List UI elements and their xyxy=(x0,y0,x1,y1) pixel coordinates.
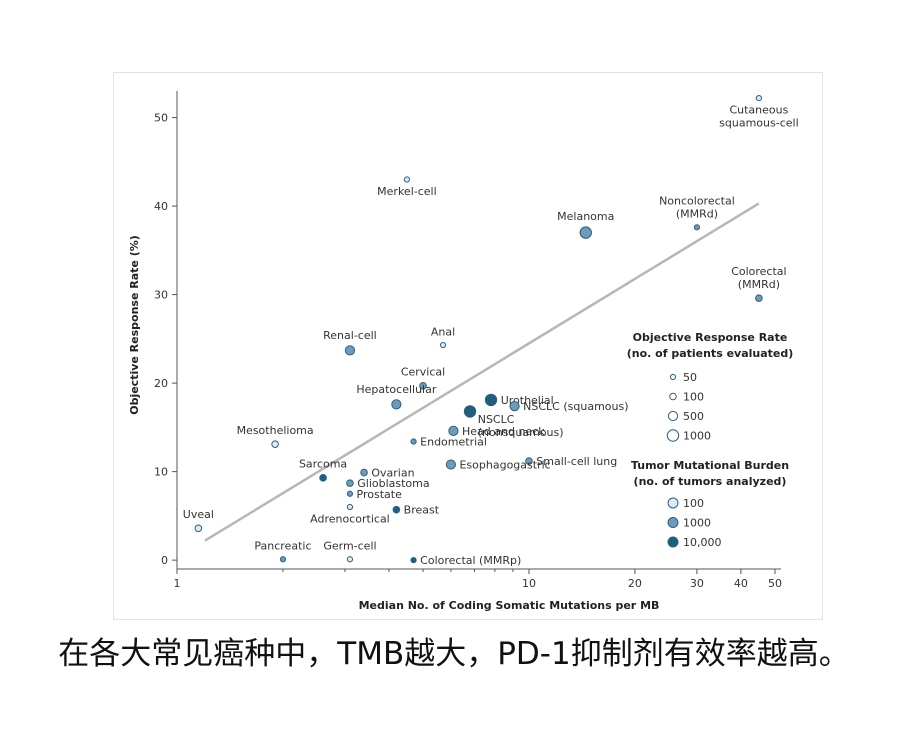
legend-size-swatch xyxy=(666,429,680,442)
data-point xyxy=(391,399,402,410)
data-point xyxy=(463,405,477,418)
point-label: Melanoma xyxy=(557,210,614,223)
data-point xyxy=(445,459,456,470)
point-label: Small-cell lung xyxy=(536,455,617,468)
data-point xyxy=(360,468,368,477)
x-axis-title: Median No. of Coding Somatic Mutations p… xyxy=(359,599,660,612)
x-tick-label: 20 xyxy=(628,577,642,590)
point-label: Colorectal xyxy=(731,265,786,278)
x-tick-label: 30 xyxy=(690,577,704,590)
point-label: (MMRd) xyxy=(738,278,780,291)
data-point xyxy=(509,401,520,412)
point-label: Renal-cell xyxy=(323,329,377,342)
data-point xyxy=(319,474,327,482)
x-tick-label: 50 xyxy=(768,577,782,590)
point-label: Breast xyxy=(404,504,440,517)
legend-size-label: 100 xyxy=(683,391,704,404)
legend-size-label: 500 xyxy=(683,410,704,423)
point-label: Noncolorectal xyxy=(659,195,735,208)
data-point xyxy=(344,345,356,356)
legend-color-swatch xyxy=(667,497,679,509)
legend-color-swatch xyxy=(667,536,679,548)
point-label: Glioblastoma xyxy=(357,477,429,490)
legend-color-swatch xyxy=(667,517,679,528)
point-label: Colorectal (MMRp) xyxy=(420,554,521,567)
data-point xyxy=(419,381,427,390)
legend-size-swatch xyxy=(669,392,677,401)
point-label: (MMRd) xyxy=(676,208,718,221)
data-point xyxy=(271,440,279,448)
x-tick-label: 10 xyxy=(522,577,536,590)
y-tick-label: 50 xyxy=(154,112,168,125)
legend: Objective Response Rate (no. of patients … xyxy=(627,331,794,549)
point-label: Germ-cell xyxy=(323,540,376,553)
legend-color-title: Tumor Mutational Burden xyxy=(631,459,789,472)
legend-size-swatch xyxy=(667,410,679,422)
point-label: Anal xyxy=(431,325,455,338)
point-label: NSCLC (squamous) xyxy=(523,400,628,413)
data-point xyxy=(693,224,701,231)
legend-size-swatch xyxy=(669,373,677,381)
point-label: NSCLC xyxy=(478,413,515,426)
data-point xyxy=(484,393,498,407)
y-tick-label: 30 xyxy=(154,289,168,302)
data-point xyxy=(755,94,762,102)
point-label: Hepatocellular xyxy=(356,383,437,396)
data-point xyxy=(346,503,354,511)
data-point xyxy=(439,341,447,349)
legend-color-title: (no. of tumors analyzed) xyxy=(634,475,787,488)
legend-color-label: 1000 xyxy=(683,517,711,530)
point-label: Merkel-cell xyxy=(377,185,436,198)
axes: 0 10 20 30 40 50 1 10 20 30 40 50 Median No. of Codi… xyxy=(128,91,782,612)
trendline-group xyxy=(204,202,760,542)
legend-size-title: Objective Response Rate xyxy=(633,331,788,344)
x-tick-label: 40 xyxy=(734,577,748,590)
data-point xyxy=(346,556,354,563)
data-point xyxy=(755,294,763,302)
legend-color-label: 10,000 xyxy=(683,536,722,549)
caption: 在各大常见癌种中，TMB越大，PD-1抑制剂有效率越高。 xyxy=(58,636,850,672)
point-label: Esophagogastric xyxy=(459,459,550,472)
point-label: Pancreatic xyxy=(254,540,311,553)
data-point xyxy=(410,438,417,445)
y-tick-label: 40 xyxy=(154,200,168,213)
chart-frame: 0 10 20 30 40 50 1 10 20 30 40 50 Median No. of Codi… xyxy=(113,72,823,620)
point-label: (nonsquamous) xyxy=(478,426,564,439)
point-label: Prostate xyxy=(357,488,403,501)
point-label: squamous-cell xyxy=(719,117,798,130)
legend-color-label: 100 xyxy=(683,497,704,510)
point-label: Mesothelioma xyxy=(237,424,314,437)
point-label: Cervical xyxy=(401,365,445,378)
point-label: Adrenocortical xyxy=(310,513,390,526)
data-point xyxy=(448,425,459,437)
trendline xyxy=(204,202,760,542)
y-tick-label: 0 xyxy=(161,554,168,567)
data-point xyxy=(392,505,401,514)
data-point xyxy=(279,556,287,563)
data-point xyxy=(525,457,533,465)
data-point xyxy=(346,490,354,497)
data-point xyxy=(346,479,354,487)
point-label: Uveal xyxy=(183,508,214,521)
scatter-chart: 0 10 20 30 40 50 1 10 20 30 40 50 Median No. of Codi… xyxy=(128,91,799,612)
data-point xyxy=(194,524,203,533)
data-point xyxy=(579,226,592,239)
point-label: Endometrial xyxy=(420,436,487,449)
point-label: Ovarian xyxy=(371,467,414,480)
y-tick-label: 20 xyxy=(154,377,168,390)
point-label: Sarcoma xyxy=(299,458,347,471)
y-tick-label: 10 xyxy=(154,466,168,479)
legend-size-title: (no. of patients evaluated) xyxy=(627,347,794,360)
point-label: Cutaneous xyxy=(729,104,788,117)
point-label: Head and neck xyxy=(462,425,545,438)
data-point xyxy=(410,557,417,564)
x-tick-label: 1 xyxy=(174,577,181,590)
legend-size-label: 1000 xyxy=(683,430,711,443)
y-axis-title: Objective Response Rate (%) xyxy=(128,235,141,415)
data-point xyxy=(403,176,411,183)
legend-size-label: 50 xyxy=(683,371,697,384)
